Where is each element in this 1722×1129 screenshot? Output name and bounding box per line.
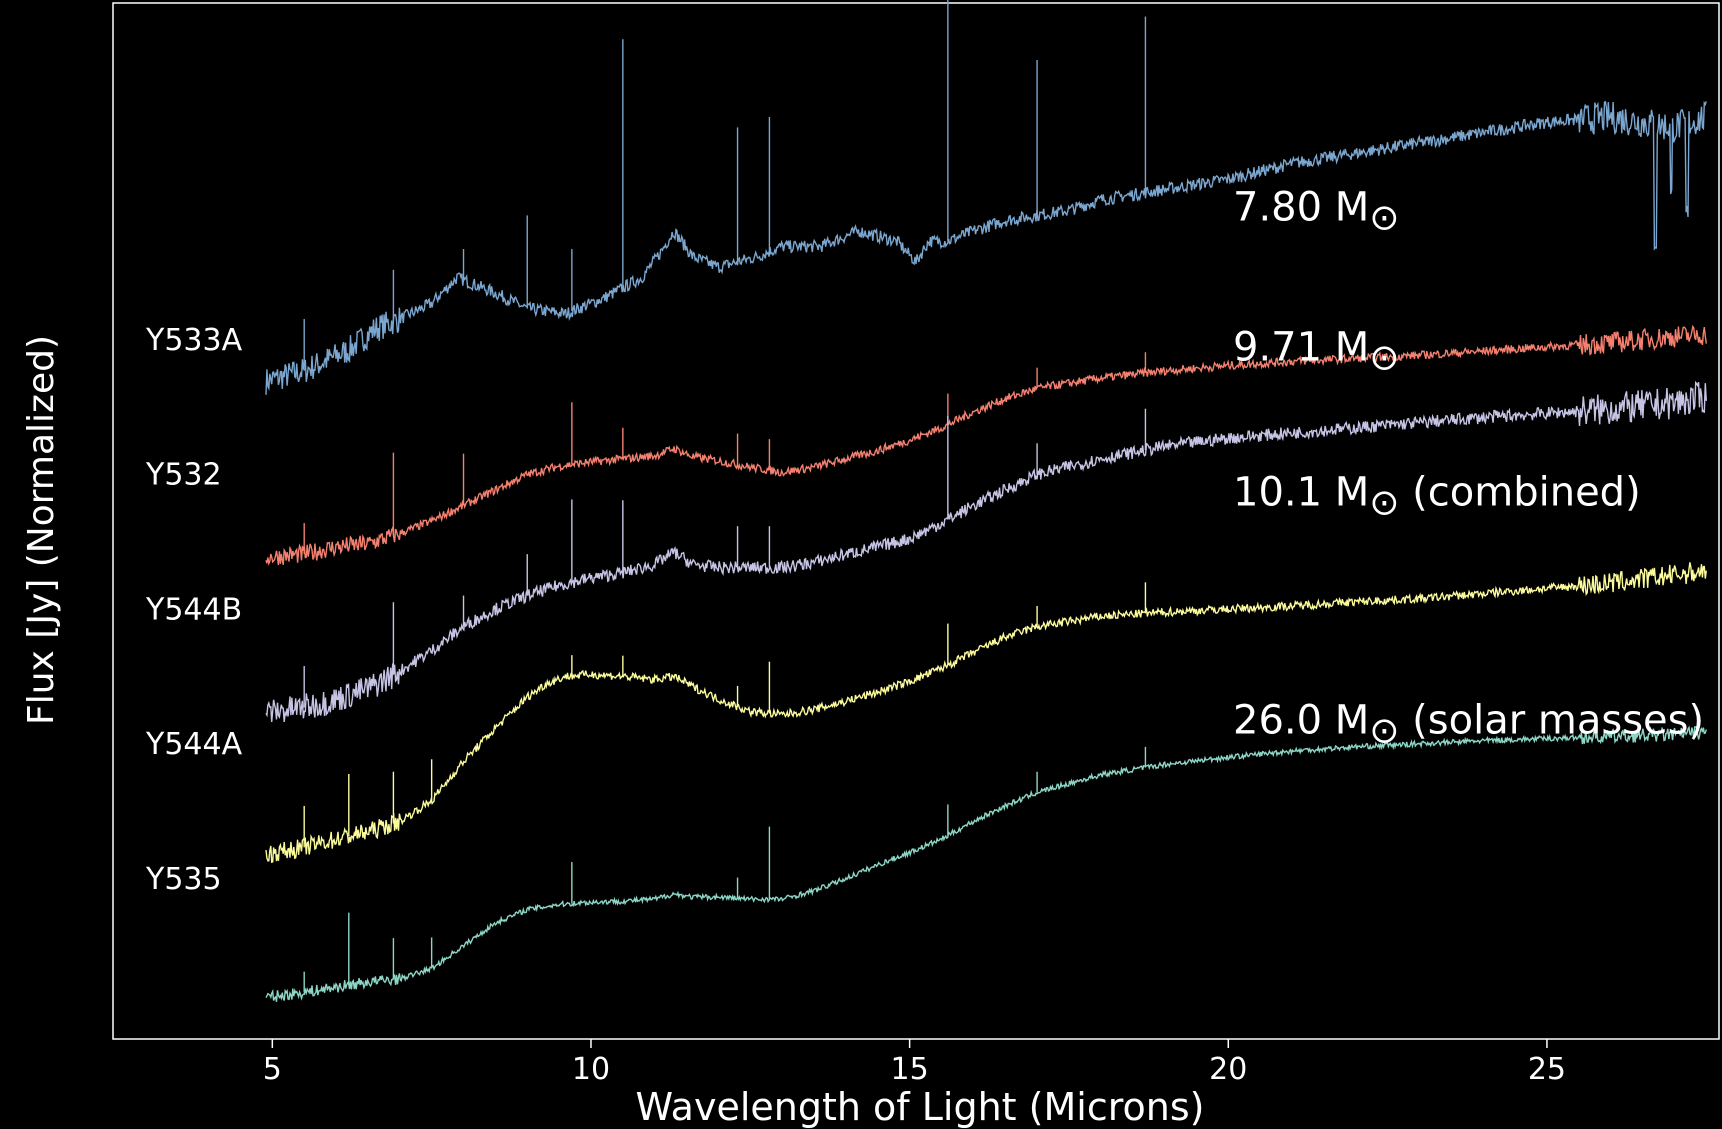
series-line-y544a bbox=[265, 562, 1707, 864]
mass-label: 26.0 M⊙ (solar masses) bbox=[1233, 697, 1704, 751]
series-label: Y532 bbox=[145, 458, 222, 493]
series-line-y544b bbox=[265, 380, 1707, 722]
series-label: Y533A bbox=[145, 323, 243, 358]
y-axis-label: Flux [Jy] (Normalized) bbox=[21, 335, 62, 725]
series-line-y532 bbox=[265, 324, 1707, 567]
x-tick-label: 10 bbox=[572, 1052, 610, 1087]
series-label: Y544B bbox=[145, 592, 242, 627]
x-tick-label: 5 bbox=[263, 1052, 282, 1087]
x-tick-label: 15 bbox=[891, 1052, 929, 1087]
x-tick-label: 20 bbox=[1209, 1052, 1247, 1087]
x-tick-label: 25 bbox=[1528, 1052, 1566, 1087]
mass-labels: 7.80 M⊙ 9.71 M⊙ 10.1 M⊙ (combined) 26.0 M⊙ … bbox=[1233, 185, 1704, 752]
mass-label: 10.1 M⊙ (combined) bbox=[1233, 469, 1641, 523]
series-curves bbox=[265, 0, 1707, 1002]
x-axis-label: Wavelength of Light (Microns) bbox=[636, 1085, 1205, 1129]
series-line-y535 bbox=[265, 725, 1707, 1002]
series-label: Y535 bbox=[145, 862, 222, 897]
series-labels: Y533A Y532 Y544B Y544A Y535 bbox=[145, 323, 243, 897]
series-label: Y544A bbox=[145, 727, 243, 762]
x-axis-ticks: 5 10 15 20 25 bbox=[263, 1039, 1566, 1087]
mass-label: 9.71 M⊙ bbox=[1233, 324, 1399, 378]
mass-label: 7.80 M⊙ bbox=[1233, 185, 1399, 239]
plot-frame bbox=[112, 2, 1720, 1040]
series-line-y533a bbox=[265, 100, 1707, 395]
